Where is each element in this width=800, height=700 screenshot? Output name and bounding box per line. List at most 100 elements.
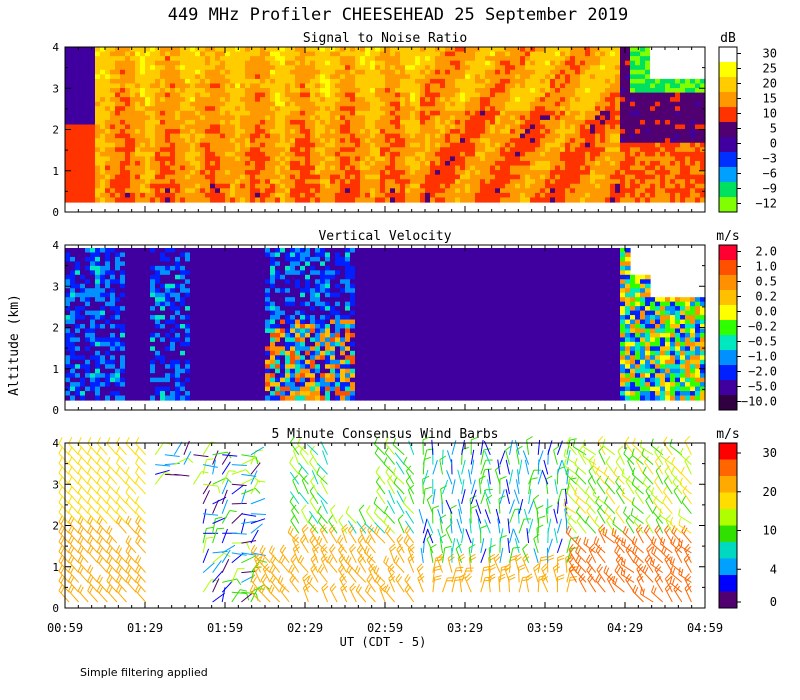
snr-cell: [560, 170, 566, 176]
snr-cell: [430, 119, 436, 126]
velocity-cell: [105, 346, 111, 352]
snr-cell: [135, 110, 141, 116]
snr-cell: [520, 138, 526, 144]
velocity-cell: [125, 341, 131, 347]
snr-cell: [80, 83, 86, 89]
snr-cell: [250, 119, 256, 126]
velocity-cell: [110, 256, 116, 263]
snr-cell: [145, 119, 151, 126]
snr-cell: [480, 151, 486, 158]
snr-cell: [605, 170, 611, 176]
snr-cell: [575, 106, 581, 112]
snr-cell: [420, 170, 426, 176]
snr-cell: [655, 119, 661, 126]
velocity-cell: [85, 297, 91, 303]
snr-cell: [675, 78, 681, 85]
snr-cell: [175, 60, 181, 66]
snr-cell: [515, 183, 521, 189]
snr-cell: [530, 142, 536, 148]
snr-cell: [115, 124, 121, 130]
velocity-cell: [90, 395, 96, 401]
snr-cell: [425, 101, 431, 107]
snr-cell: [205, 124, 211, 130]
snr-cell: [615, 119, 621, 126]
snr-cell: [185, 97, 191, 103]
snr-cell: [430, 179, 436, 185]
snr-cell: [370, 110, 376, 116]
snr-cell: [520, 197, 526, 203]
snr-cell: [385, 156, 391, 162]
velocity-cell: [140, 364, 146, 370]
snr-cell: [155, 74, 161, 80]
snr-cell: [210, 142, 216, 148]
snr-cell: [65, 156, 71, 162]
snr-cell: [380, 88, 386, 94]
snr-cell: [620, 97, 626, 103]
snr-cell: [525, 92, 531, 98]
snr-cell: [485, 165, 491, 171]
snr-cell: [170, 197, 176, 203]
snr-cell: [260, 142, 266, 148]
snr-cell: [450, 88, 456, 94]
snr-cell: [265, 83, 271, 89]
snr-cell: [540, 106, 546, 112]
snr-cell: [675, 115, 681, 121]
velocity-cell: [90, 346, 96, 352]
snr-cell: [555, 138, 561, 144]
snr-cell: [440, 119, 446, 126]
snr-cell: [520, 65, 526, 71]
snr-cell: [170, 170, 176, 176]
snr-cell: [345, 197, 351, 203]
snr-cell: [620, 183, 626, 189]
snr-cell: [540, 56, 546, 62]
snr-cell: [425, 170, 431, 176]
snr-cell: [685, 174, 691, 180]
snr-cell: [520, 60, 526, 66]
snr-cell: [695, 160, 701, 167]
snr-cell: [265, 74, 271, 80]
snr-cell: [290, 147, 296, 153]
snr-cell: [675, 179, 681, 185]
snr-cell: [110, 170, 116, 176]
velocity-cell: [120, 324, 126, 330]
snr-cell: [125, 165, 131, 171]
snr-cell: [630, 133, 636, 139]
snr-cell: [260, 188, 266, 194]
snr-cell: [680, 165, 686, 171]
colorbar-swatch: [719, 62, 737, 78]
snr-cell: [245, 69, 251, 75]
snr-cell: [570, 110, 576, 116]
snr-cell: [655, 160, 661, 167]
snr-cell: [390, 60, 396, 66]
snr-cell: [180, 119, 186, 126]
snr-cell: [640, 151, 646, 158]
snr-cell: [555, 174, 561, 180]
velocity-cell: [90, 274, 96, 280]
snr-cell: [590, 65, 596, 71]
snr-cell: [380, 83, 386, 89]
snr-cell: [340, 133, 346, 139]
snr-cell: [190, 142, 196, 148]
snr-cell: [335, 110, 341, 116]
snr-cell: [650, 101, 656, 107]
snr-cell: [70, 124, 76, 130]
snr-cell: [240, 47, 246, 53]
velocity-cell: [65, 341, 71, 347]
snr-cell: [630, 170, 636, 176]
snr-cell: [430, 192, 436, 199]
velocity-cell: [80, 346, 86, 352]
snr-cell: [645, 170, 651, 176]
velocity-cell: [85, 315, 91, 321]
snr-cell: [165, 151, 171, 158]
velocity-cell: [100, 270, 106, 276]
snr-cell: [420, 83, 426, 89]
snr-cell: [660, 147, 666, 153]
snr-cell: [270, 156, 276, 162]
snr-cell: [240, 119, 246, 126]
snr-cell: [470, 160, 476, 167]
snr-cell: [195, 78, 201, 85]
snr-cell: [490, 147, 496, 153]
snr-cell: [220, 133, 226, 139]
snr-cell: [375, 192, 381, 199]
snr-cell: [275, 142, 281, 148]
